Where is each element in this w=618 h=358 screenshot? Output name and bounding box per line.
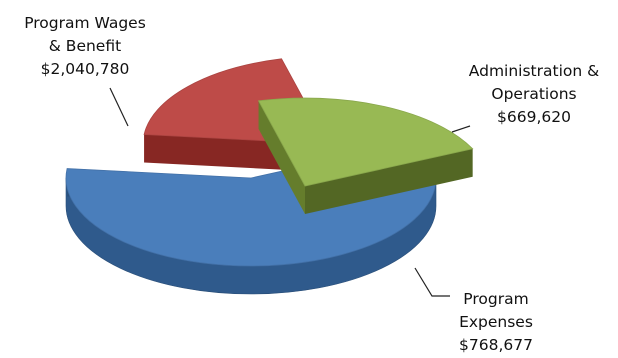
label-program-expenses-line-2: Expenses [459,313,533,331]
label-program-wages-value: $2,040,780 [40,60,130,78]
label-program-wages-line-2: & Benefit [48,37,122,55]
label-administration: Administration & Operations $669,620 [452,60,616,129]
label-program-wages-line-1: Program Wages [24,14,146,32]
leader-line-0 [109,87,129,127]
pie-slices [65,58,474,295]
leader-lines [109,87,471,297]
label-program-expenses: Program Expenses $768,677 [436,288,556,357]
label-administration-value: $669,620 [497,108,571,126]
slice-2 [257,97,474,214]
leader-line-2 [414,267,450,297]
label-administration-line-1: Administration & [468,62,600,80]
leader-line-1 [451,125,471,133]
label-program-wages: Program Wages & Benefit $2,040,780 [6,12,164,81]
label-program-expenses-line-1: Program [463,290,529,308]
label-administration-line-2: Operations [491,85,577,103]
label-program-expenses-value: $768,677 [459,336,533,354]
